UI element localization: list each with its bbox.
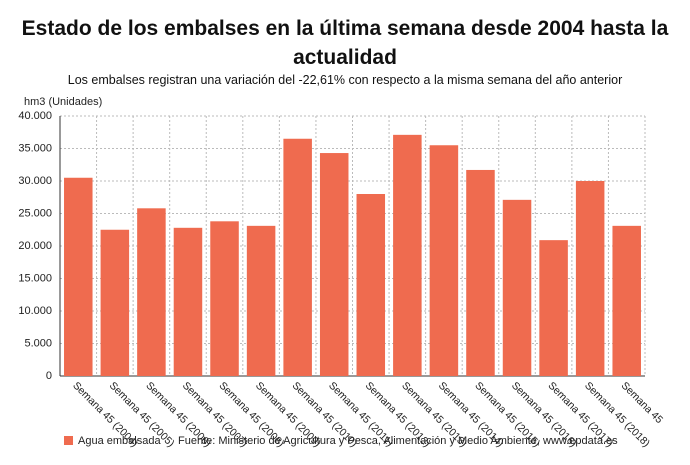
bar [173,227,203,376]
y-tick-label: 30.000 [18,175,52,187]
y-tick-label: 20.000 [18,240,52,252]
bar [466,169,495,376]
bar [137,208,166,376]
y-tick-label: 35.000 [18,142,52,154]
y-axis-label: hm3 (Unidades) [24,96,102,108]
legend-swatch [64,436,73,445]
bar [246,225,276,376]
bar [575,181,605,376]
y-tick-label: 0 [46,370,52,382]
bar [319,153,349,376]
bar [393,134,422,376]
chart-title: Estado de los embalses en la última sema… [21,17,669,69]
bar [539,240,568,376]
bar [283,138,312,376]
bar [100,229,130,376]
legend-label: Agua embalsada [78,435,161,447]
y-tick-label: 15.000 [18,272,52,284]
chart-subtitle: Los embalses registran una variación del… [67,73,623,87]
bar [356,194,386,376]
bar [502,199,532,376]
bar [612,225,641,376]
y-tick-label: 25.000 [18,207,52,219]
bar [429,145,459,376]
y-tick-label: 5.000 [24,337,52,349]
source-note: Fuente: Ministerio de Agricultura y Pesc… [178,435,618,447]
y-tick-label: 40.000 [18,110,52,122]
bar [210,221,239,376]
y-tick-label: 10.000 [18,305,52,317]
bar [64,177,93,376]
